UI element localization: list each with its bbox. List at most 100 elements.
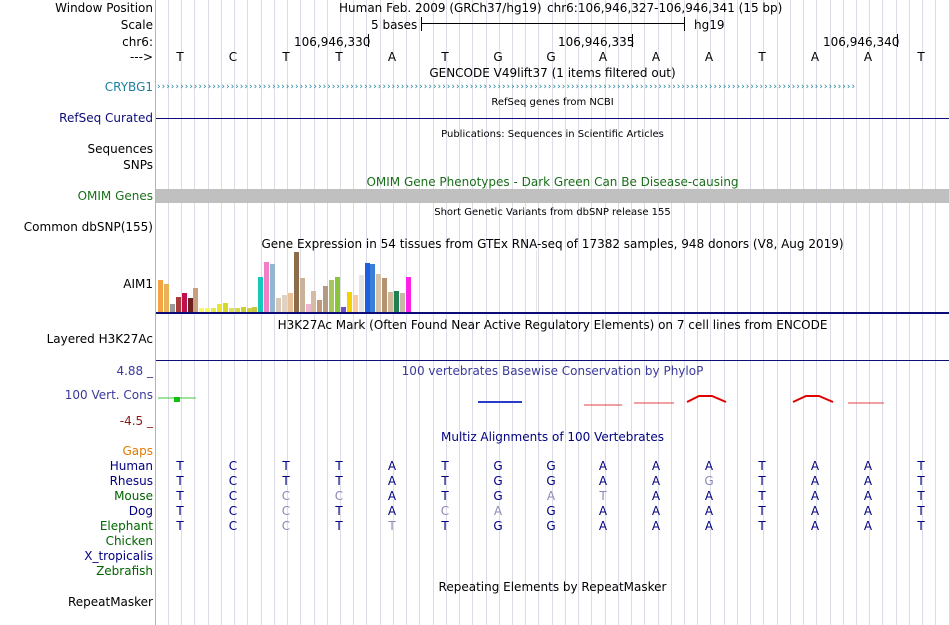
gtex-tissue-bar[interactable] <box>176 297 181 312</box>
alignment-base: T <box>335 504 343 518</box>
gtex-tissue-bar[interactable] <box>365 263 370 312</box>
gencode-track-title[interactable]: GENCODE V49lift37 (1 items filtered out) <box>429 66 676 80</box>
publications-label-sequences[interactable]: Sequences <box>87 142 153 156</box>
gtex-tissue-bar[interactable] <box>270 264 275 312</box>
gtex-tissue-bar[interactable] <box>329 280 334 312</box>
gtex-tissue-bar[interactable] <box>394 291 399 312</box>
gtex-track-title[interactable]: Gene Expression in 54 tissues from GTEx … <box>261 237 844 251</box>
species-label[interactable]: Human <box>109 459 153 473</box>
publications-track-title[interactable]: Publications: Sequences in Scientific Ar… <box>441 129 664 140</box>
species-label[interactable]: Elephant <box>99 519 153 533</box>
alignment-base: T <box>335 519 343 533</box>
window-range: chr6:106,946,327-106,946,341 (15 bp) <box>547 1 783 15</box>
gtex-tissue-bar[interactable] <box>158 280 163 312</box>
alignment-base: A <box>810 519 820 533</box>
gtex-tissue-bar[interactable] <box>193 288 198 312</box>
gtex-gene-label[interactable]: AIM1 <box>123 277 153 291</box>
alignment-base: A <box>387 489 397 503</box>
gtex-tissue-bar[interactable] <box>323 286 328 312</box>
multiz-gaps-label[interactable]: Gaps <box>122 444 153 458</box>
gtex-tissue-bar[interactable] <box>247 308 252 312</box>
gtex-tissue-bar[interactable] <box>223 303 228 312</box>
gtex-tissue-bar[interactable] <box>282 295 287 312</box>
gtex-tissue-bar[interactable] <box>311 291 316 312</box>
gtex-tissue-bar[interactable] <box>353 295 358 312</box>
refseq-track-label[interactable]: RefSeq Curated <box>59 111 153 125</box>
alignment-base: C <box>228 504 238 518</box>
gtex-tissue-bar[interactable] <box>258 277 263 312</box>
gtex-tissue-bar[interactable] <box>164 284 169 312</box>
gtex-tissue-bar[interactable] <box>294 252 299 312</box>
gtex-tissue-bar[interactable] <box>306 304 311 312</box>
phylop-signal[interactable] <box>156 390 949 410</box>
gtex-tissue-bar[interactable] <box>229 308 234 312</box>
alignment-base: A <box>863 504 873 518</box>
gtex-tissue-bar[interactable] <box>205 308 210 312</box>
gtex-tissue-bar[interactable] <box>388 292 393 312</box>
gtex-tissue-bar[interactable] <box>252 307 257 312</box>
gtex-tissue-bar[interactable] <box>370 264 375 312</box>
gtex-tissue-bar[interactable] <box>264 262 269 312</box>
alignment-base: A <box>493 504 503 518</box>
gtex-tissue-bar[interactable] <box>300 278 305 312</box>
alignment-base: A <box>704 489 714 503</box>
position-tick-2 <box>632 34 633 47</box>
base-letter: T <box>335 50 343 64</box>
gtex-tissue-bar[interactable] <box>276 298 281 312</box>
species-label[interactable]: Zebrafish <box>96 564 153 578</box>
publications-label-snps[interactable]: SNPs <box>123 158 153 172</box>
gtex-tissue-bar[interactable] <box>199 308 204 312</box>
gtex-tissue-bar[interactable] <box>288 293 293 312</box>
alignment-base: T <box>388 519 396 533</box>
base-letter: A <box>810 50 820 64</box>
species-label[interactable]: Rhesus <box>109 474 153 488</box>
gtex-tissue-bar[interactable] <box>170 304 175 312</box>
gtex-tissue-bar[interactable] <box>347 292 352 312</box>
alignment-base: A <box>810 489 820 503</box>
phylop-track-label[interactable]: 100 Vert. Cons <box>64 388 153 402</box>
gene-label-crybg1[interactable]: CRYBG1 <box>104 80 153 94</box>
species-label[interactable]: Dog <box>128 504 153 518</box>
base-letter: G <box>546 50 556 64</box>
phylop-max-label: 4.88 _ <box>116 364 153 378</box>
strand-label[interactable]: ---> <box>129 50 153 64</box>
gtex-tissue-bar[interactable] <box>188 298 193 312</box>
alignment-base: A <box>863 519 873 533</box>
gtex-tissue-bar[interactable] <box>317 300 322 312</box>
gtex-tissue-bar[interactable] <box>382 278 387 312</box>
assembly-name: Human Feb. 2009 (GRCh37/hg19) <box>339 1 542 15</box>
alignment-base: T <box>917 519 925 533</box>
species-label[interactable]: Chicken <box>105 534 153 548</box>
gtex-tissue-bar[interactable] <box>341 307 346 312</box>
multiz-track-title[interactable]: Multiz Alignments of 100 Vertebrates <box>440 430 665 444</box>
repeatmasker-track-title[interactable]: Repeating Elements by RepeatMasker <box>438 580 667 594</box>
species-label[interactable]: X_tropicalis <box>84 549 153 563</box>
omim-track-title[interactable]: OMIM Gene Phenotypes - Dark Green Can Be… <box>366 175 739 189</box>
gtex-tissue-bar[interactable] <box>211 308 216 312</box>
phylop-track-title[interactable]: 100 vertebrates Basewise Conservation by… <box>401 364 704 378</box>
gtex-tissue-bar[interactable] <box>241 307 246 312</box>
omim-gene-bar[interactable] <box>156 189 949 203</box>
repeatmasker-track-label[interactable]: RepeatMasker <box>67 595 153 609</box>
refseq-track-title[interactable]: RefSeq genes from NCBI <box>491 97 614 108</box>
gtex-tissue-bar[interactable] <box>406 277 411 312</box>
dbsnp-track-label[interactable]: Common dbSNP(155) <box>23 220 153 234</box>
base-letter: T <box>176 50 184 64</box>
gtex-tissue-bar[interactable] <box>217 304 222 312</box>
gene-model-crybg1[interactable]: ››››››››››››››››››››››››››››››››››››››››… <box>157 82 857 92</box>
gtex-tissue-bar[interactable] <box>359 275 364 312</box>
omim-track-label[interactable]: OMIM Genes <box>77 189 153 203</box>
gtex-tissue-bar[interactable] <box>400 293 405 312</box>
h3k27ac-track-label[interactable]: Layered H3K27Ac <box>46 332 153 346</box>
h3k27ac-track-title[interactable]: H3K27Ac Mark (Often Found Near Active Re… <box>277 318 828 332</box>
gtex-tissue-bar[interactable] <box>182 293 187 312</box>
base-letter: A <box>387 50 397 64</box>
dbsnp-track-title[interactable]: Short Genetic Variants from dbSNP releas… <box>434 207 671 218</box>
gtex-tissue-bar[interactable] <box>376 274 381 312</box>
refseq-gene-line[interactable] <box>156 118 949 119</box>
gtex-tissue-bar[interactable] <box>235 308 240 312</box>
gtex-tissue-bar[interactable] <box>335 277 340 312</box>
gtex-bar-chart[interactable] <box>156 250 537 312</box>
species-label[interactable]: Mouse <box>114 489 153 503</box>
alignment-base: C <box>228 519 238 533</box>
